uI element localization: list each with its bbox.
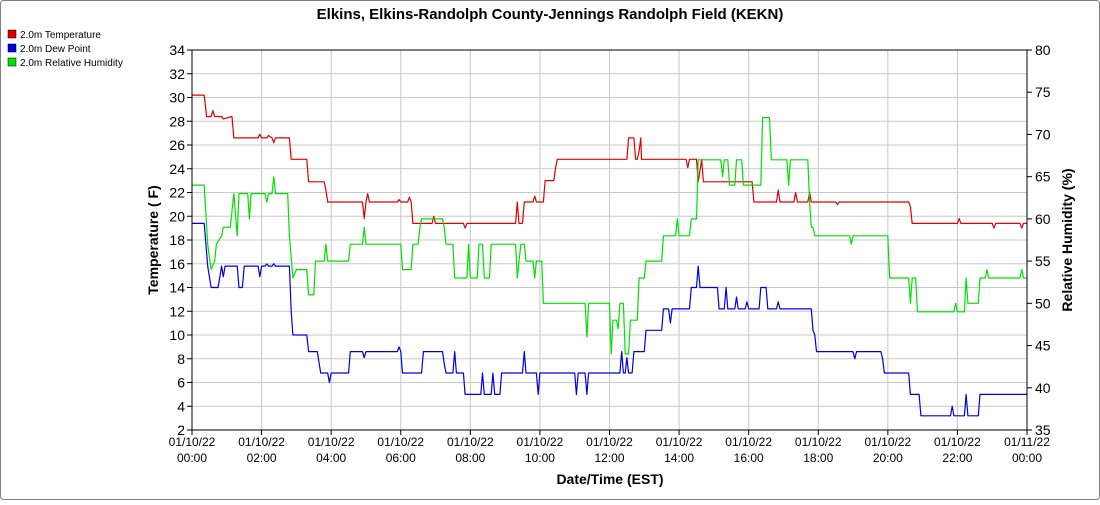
legend: 2.0m Temperature 2.0m Dew Point 2.0m Relat…: [7, 29, 123, 69]
x-tick-label-date: 01/10/22: [656, 435, 703, 449]
y2-axis-label: Relative Humidity (%): [1059, 168, 1075, 311]
x-tick-label-time: 00:00: [177, 451, 207, 465]
x-axis-label: Date/Time (EST): [556, 471, 663, 487]
y-tick-label: 8: [177, 351, 185, 367]
data-series: [192, 94, 1027, 417]
x-tick-label-date: 01/10/22: [725, 435, 772, 449]
x-tick-label-time: 10:00: [525, 451, 555, 465]
x-tick-label-time: 16:00: [734, 451, 764, 465]
y2-tick-label: 35: [1035, 422, 1051, 438]
y-tick-label: 12: [169, 303, 185, 319]
y2-tick-label: 60: [1035, 211, 1051, 227]
y2-tick-label: 55: [1035, 253, 1051, 269]
series-line: [192, 222, 1027, 417]
x-tick-label-date: 01/10/22: [586, 435, 633, 449]
x-tick-label-date: 01/10/22: [934, 435, 981, 449]
y-tick-label: 10: [169, 327, 185, 343]
x-tick-label-date: 01/10/22: [169, 435, 216, 449]
y-tick-label: 6: [177, 375, 185, 391]
y-tick-label: 20: [169, 208, 185, 224]
x-tick-label-time: 18:00: [803, 451, 833, 465]
y-tick-label: 26: [169, 137, 185, 153]
legend-swatch: [7, 29, 17, 39]
legend-label: 2.0m Relative Humidity: [20, 58, 123, 69]
x-tick-label-time: 06:00: [386, 451, 416, 465]
legend-swatch: [7, 43, 17, 53]
y-tick-label: 18: [169, 232, 185, 248]
y-tick-label: 34: [169, 42, 185, 58]
y-tick-label: 24: [169, 161, 185, 177]
series-line: [192, 116, 1027, 355]
y2-tick-label: 50: [1035, 295, 1051, 311]
legend-label: 2.0m Dew Point: [20, 44, 91, 55]
x-tick-label-time: 04:00: [316, 451, 346, 465]
chart-title: Elkins, Elkins-Randolph County-Jennings …: [317, 6, 784, 23]
x-tick-label-date: 01/10/22: [795, 435, 842, 449]
x-tick-label-time: 08:00: [455, 451, 485, 465]
series-line: [192, 94, 1027, 229]
x-tick-label-date: 01/10/22: [238, 435, 285, 449]
x-tick-label-date: 01/10/22: [308, 435, 355, 449]
y-axis-label: Temperature ( F): [145, 185, 161, 294]
x-tick-label-date: 01/10/22: [864, 435, 911, 449]
y2-tick-label: 70: [1035, 126, 1051, 142]
x-tick-label-time: 12:00: [594, 451, 624, 465]
y-tick-label: 32: [169, 66, 185, 82]
x-tick-label-date: 01/11/22: [1004, 435, 1050, 449]
x-tick-label-time: 14:00: [664, 451, 694, 465]
y-tick-label: 16: [169, 256, 185, 272]
y-tick-label: 30: [169, 90, 185, 106]
x-tick-label-time: 02:00: [247, 451, 277, 465]
y-tick-label: 2: [177, 422, 185, 438]
x-tick-label-time: 22:00: [942, 451, 972, 465]
x-axis-ticks: 01/10/22 00:00 01/10/22 02:00 01/10/22 04:00 0…: [169, 430, 1050, 465]
y2-tick-label: 65: [1035, 169, 1051, 185]
x-tick-label-date: 01/10/22: [377, 435, 424, 449]
y-tick-label: 28: [169, 113, 185, 129]
legend-swatch: [7, 57, 17, 67]
x-tick-label-time: 20:00: [873, 451, 903, 465]
x-tick-label-time: 00:00: [1012, 451, 1042, 465]
y-tick-label: 22: [169, 185, 185, 201]
y2-tick-label: 40: [1035, 380, 1051, 396]
y-tick-label: 14: [169, 280, 185, 296]
y2-tick-label: 45: [1035, 338, 1051, 354]
x-tick-label-date: 01/10/22: [517, 435, 564, 449]
y-tick-label: 4: [177, 398, 185, 414]
y2-tick-label: 75: [1035, 84, 1051, 100]
y2-tick-label: 80: [1035, 42, 1051, 58]
x-tick-label-date: 01/10/22: [447, 435, 494, 449]
legend-label: 2.0m Temperature: [20, 30, 101, 41]
y2-axis-ticks: 35 40 45 50 55 60 65 70 75 80: [1027, 42, 1051, 438]
